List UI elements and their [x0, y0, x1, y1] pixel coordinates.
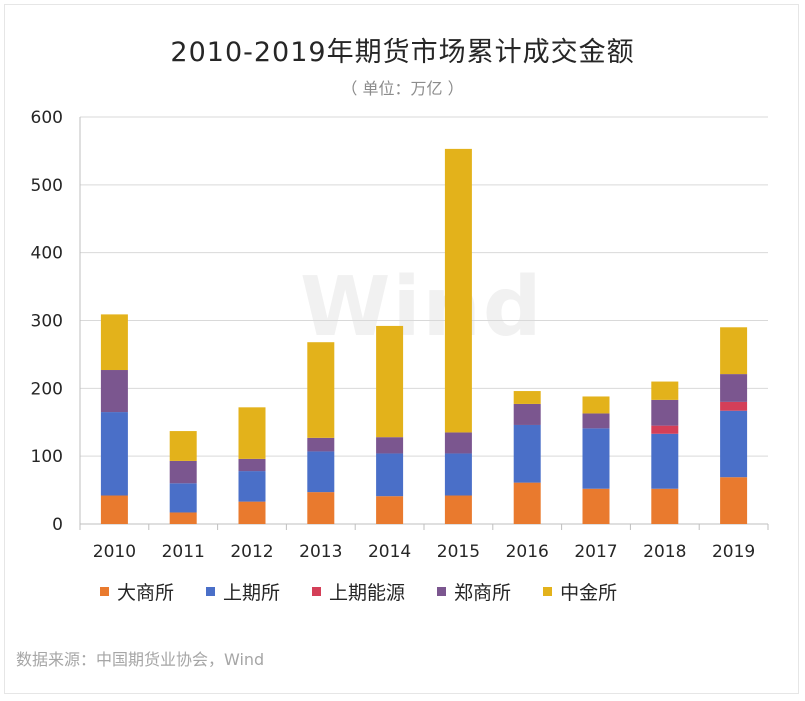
bar-segment [651, 488, 679, 524]
bar-segment [376, 437, 404, 454]
bar-segment [376, 453, 404, 497]
legend-swatch [543, 587, 553, 596]
bar-segment [376, 325, 404, 438]
watermark: Wind [300, 260, 544, 355]
bar-segment [169, 483, 197, 513]
x-tick-label: 2019 [712, 542, 755, 562]
legend-label: 上期能源 [329, 582, 406, 604]
bar-segment [238, 458, 266, 472]
chart-subtitle: （ 单位：万亿 ） [341, 79, 464, 98]
x-tick-label: 2018 [643, 542, 686, 562]
bar-segment [720, 374, 748, 402]
legend-item: 上期能源 [312, 578, 405, 605]
bar-segment [169, 460, 197, 484]
legend-item: 上期所 [206, 578, 280, 605]
chart-legend: 大商所 上期所 上期能源 郑商所 中金所 [100, 578, 780, 605]
y-tick-label: 100 [31, 447, 63, 467]
bar-segment [720, 477, 748, 524]
bar-segment [513, 424, 541, 483]
bar-segment [720, 327, 748, 375]
y-tick-label: 400 [31, 244, 63, 264]
bar-segment [376, 496, 404, 524]
bar-segment [651, 425, 679, 434]
bar-segment [307, 342, 335, 438]
y-tick-label: 600 [31, 108, 63, 128]
bar-segment [307, 437, 335, 452]
legend-label: 郑商所 [454, 582, 512, 604]
bar-segment [720, 410, 748, 478]
legend-swatch [100, 587, 109, 596]
bar-segment [444, 432, 472, 454]
y-tick-label: 300 [31, 312, 63, 332]
legend-label: 大商所 [117, 582, 175, 604]
bar-segment [513, 391, 541, 404]
bar-segment [582, 396, 610, 414]
y-tick-label: 200 [31, 379, 63, 399]
x-tick-label: 2012 [230, 542, 273, 562]
bar-segment [582, 413, 610, 429]
x-tick-label: 2010 [93, 542, 136, 562]
chart-title: 2010-2019年期货市场累计成交金额 [170, 37, 635, 68]
legend-label: 中金所 [560, 582, 618, 604]
bar-segment [582, 428, 610, 489]
legend-swatch [206, 587, 216, 596]
x-tick-label: 2013 [299, 542, 342, 562]
legend-swatch [437, 587, 447, 596]
bar-segment [100, 412, 128, 496]
bar-segment [651, 381, 679, 400]
bar-segment [513, 403, 541, 425]
bar-segment [238, 501, 266, 524]
legend-item: 大商所 [100, 578, 174, 605]
bar-segment [582, 488, 610, 524]
bar-segment [444, 453, 472, 496]
bar-segment [238, 407, 266, 459]
bar-segment [651, 433, 679, 489]
bar-segment [307, 451, 335, 493]
x-tick-label: 2011 [162, 542, 205, 562]
bar-segment [444, 148, 472, 433]
source-note: 数据来源：中国期货业协会，Wind [16, 650, 265, 669]
y-tick-label: 500 [31, 176, 63, 196]
x-tick-label: 2017 [574, 542, 617, 562]
legend-item: 郑商所 [437, 578, 511, 605]
legend-label: 上期所 [223, 582, 281, 604]
bar-segment [100, 370, 128, 413]
y-tick-label: 0 [52, 515, 63, 535]
legend-swatch [312, 587, 322, 596]
bar-segment [238, 471, 266, 502]
bar-segment [513, 482, 541, 524]
bar-segment [651, 399, 679, 426]
x-tick-label: 2016 [506, 542, 549, 562]
bar-segment [307, 492, 335, 524]
x-tick-label: 2015 [437, 542, 480, 562]
bar-segment [720, 401, 748, 411]
bar-segment [444, 495, 472, 524]
bar-segment [100, 495, 128, 524]
bar-segment [169, 431, 197, 461]
bar-segment [100, 314, 128, 371]
x-tick-label: 2014 [368, 542, 411, 562]
legend-item: 中金所 [543, 578, 617, 605]
bar-segment [169, 512, 197, 524]
